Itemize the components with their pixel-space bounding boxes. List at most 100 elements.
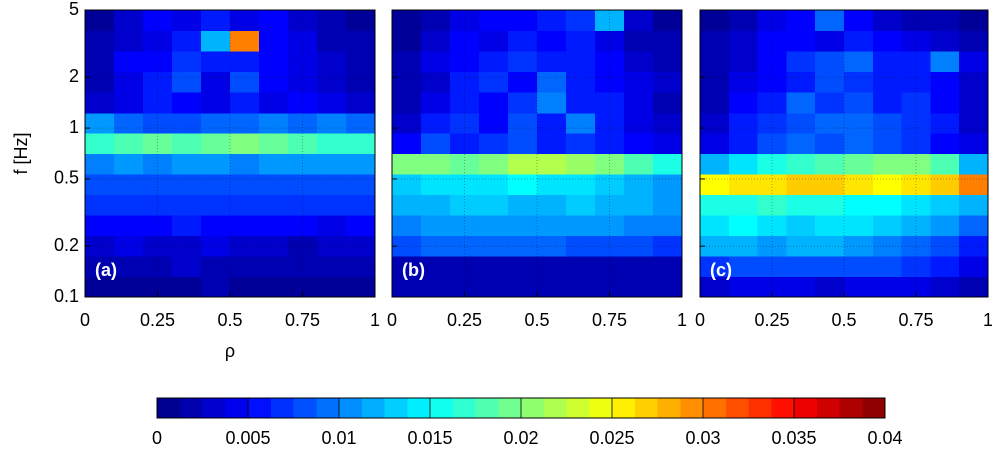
heatmap-cell — [508, 276, 538, 298]
heatmap-cell — [201, 51, 231, 73]
colorbar-swatch — [339, 398, 363, 418]
y-tick-label: 0.5 — [54, 168, 79, 188]
heatmap-cell — [566, 174, 596, 196]
x-tick-label: 0 — [80, 310, 90, 330]
heatmap-cell — [815, 30, 845, 52]
heatmap-cell — [259, 153, 289, 175]
heatmap-cell — [392, 174, 422, 196]
heatmap-panel — [392, 10, 683, 298]
heatmap-cell — [288, 133, 318, 155]
heatmap-cell — [566, 215, 596, 237]
heatmap-cell — [901, 30, 931, 52]
heatmap-cell — [346, 51, 376, 73]
colorbar-swatch — [612, 398, 636, 418]
colorbar-tick-label: 0.025 — [589, 428, 634, 448]
heatmap-cell — [508, 30, 538, 52]
heatmap-cell — [85, 215, 115, 237]
heatmap-cell — [624, 255, 654, 278]
heatmap-cell — [624, 215, 654, 237]
heatmap-cell — [85, 235, 115, 257]
heatmap-cell — [172, 30, 202, 52]
heatmap-cell — [959, 10, 989, 32]
heatmap-cell — [653, 112, 683, 134]
heatmap-cell — [479, 30, 509, 52]
heatmap-cell — [346, 174, 376, 196]
heatmap-cell — [346, 235, 376, 257]
heatmap-cell — [757, 215, 787, 237]
heatmap-cell — [728, 10, 759, 32]
y-tick-label: 0.1 — [54, 286, 79, 306]
heatmap-cell — [624, 133, 654, 155]
heatmap-cell — [259, 30, 289, 52]
heatmap-cell — [85, 30, 115, 52]
heatmap-cell — [566, 194, 596, 216]
heatmap-cell — [595, 133, 625, 155]
heatmap-cell — [786, 133, 816, 155]
heatmap-cell — [172, 255, 202, 278]
heatmap-cell — [537, 71, 567, 93]
heatmap-cell — [317, 153, 347, 175]
heatmap-cell — [959, 276, 989, 298]
heatmap-cell — [479, 133, 509, 155]
heatmap-cell — [728, 92, 759, 114]
heatmap-cell — [288, 215, 318, 237]
heatmap-cell — [700, 133, 730, 155]
heatmap-cell — [757, 153, 787, 175]
heatmap-cell — [815, 255, 845, 278]
heatmap-cell — [959, 194, 989, 216]
plot-frame — [699, 9, 989, 298]
heatmap-cell — [259, 10, 289, 32]
heatmap-cell — [114, 194, 144, 216]
heatmap-cell — [728, 174, 759, 196]
heatmap-cell — [872, 10, 903, 32]
heatmap-cell — [392, 133, 422, 155]
heatmap-cell — [288, 153, 318, 175]
heatmap-cell — [230, 133, 260, 155]
heatmap-cell — [872, 235, 903, 257]
heatmap-cell — [624, 276, 654, 298]
heatmap-cell — [566, 235, 596, 257]
heatmap-cell — [844, 51, 874, 73]
heatmap-cell — [757, 255, 787, 278]
heatmap-cell — [595, 255, 625, 278]
heatmap-cell — [346, 30, 376, 52]
heatmap-cell — [700, 235, 730, 257]
heatmap-cell — [930, 133, 960, 155]
heatmap-cell — [537, 112, 567, 134]
heatmap-cell — [201, 10, 231, 32]
heatmap-cell — [872, 133, 903, 155]
heatmap-cell — [930, 276, 960, 298]
heatmap-cell — [815, 174, 845, 196]
heatmap-cell — [346, 276, 376, 298]
heatmap-cell — [786, 71, 816, 93]
heatmap-cell — [844, 194, 874, 216]
heatmap-cell — [259, 51, 289, 73]
heatmap-cell — [959, 92, 989, 114]
heatmap-cell — [653, 71, 683, 93]
heatmap-cell — [508, 92, 538, 114]
heatmap-cell — [114, 51, 144, 73]
heatmap-cell — [901, 133, 931, 155]
colorbar-tick-label: 0.035 — [771, 428, 816, 448]
x-tick-label: 1 — [983, 310, 992, 330]
heatmap-cell — [201, 255, 231, 278]
heatmap-cell — [201, 71, 231, 93]
y-tick-label: 2 — [69, 66, 79, 86]
colorbar-swatch — [839, 398, 863, 418]
heatmap-cell — [230, 112, 260, 134]
heatmap-cell — [346, 255, 376, 278]
heatmap-cell — [85, 255, 115, 278]
heatmap-cell — [230, 215, 260, 237]
heatmap-cell — [815, 71, 845, 93]
heatmap-cell — [595, 112, 625, 134]
heatmap-cell — [508, 112, 538, 134]
colorbar-swatch — [725, 398, 749, 418]
heatmap-cell — [508, 71, 538, 93]
heatmap-cell — [700, 174, 730, 196]
heatmap-cell — [653, 194, 683, 216]
heatmap-cell — [201, 153, 231, 175]
heatmap-cell — [230, 51, 260, 73]
colorbar-swatch — [270, 398, 294, 418]
heatmap-cell — [172, 51, 202, 73]
x-tick-label: 0.5 — [831, 310, 856, 330]
